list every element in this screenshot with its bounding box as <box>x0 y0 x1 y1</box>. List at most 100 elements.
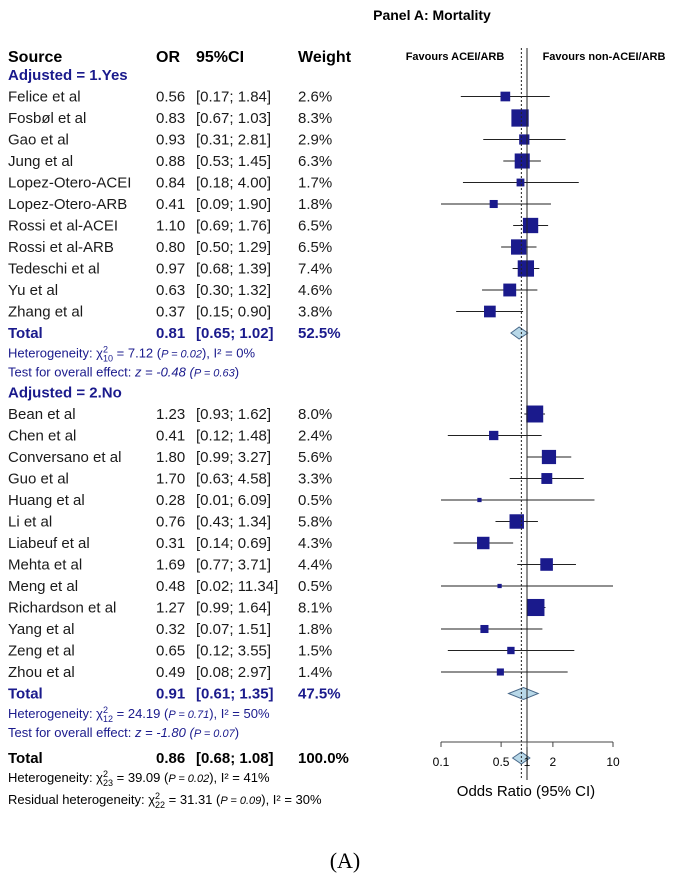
study-ci: [0.12; 3.55] <box>196 643 271 660</box>
study-name: Conversano et al <box>8 449 121 466</box>
x-tick-label: 1 <box>524 755 531 769</box>
study-weight: 0.5% <box>298 492 332 509</box>
study-weight: 3.3% <box>298 471 332 488</box>
study-ci: [0.15; 0.90] <box>196 304 271 321</box>
header-source: Source <box>8 49 62 66</box>
study-or: 0.56 <box>156 89 185 106</box>
study-weight: 5.8% <box>298 514 332 531</box>
study-name: Guo et al <box>8 471 69 488</box>
study-name: Li et al <box>8 514 52 531</box>
study-or: 1.27 <box>156 600 185 617</box>
study-ci: [0.30; 1.32] <box>196 282 271 299</box>
study-weight: 2.6% <box>298 89 332 106</box>
panel-title: Panel A: Mortality <box>373 7 491 23</box>
subgroup-total-ci: [0.65; 1.02] <box>196 325 274 342</box>
overall-total-weight: 100.0% <box>298 750 349 767</box>
study-weight: 1.5% <box>298 643 332 660</box>
study-or: 1.80 <box>156 449 185 466</box>
study-square <box>477 497 482 503</box>
study-or: 0.93 <box>156 132 185 149</box>
subgroup-total-or: 0.81 <box>156 325 185 342</box>
study-name: Tedeschi et al <box>8 261 100 278</box>
subgroup-total-name: Total <box>8 686 43 703</box>
study-ci: [0.69; 1.76] <box>196 218 271 235</box>
study-or: 0.28 <box>156 492 185 509</box>
overall-total-or: 0.86 <box>156 750 185 767</box>
subgroup-total-name: Total <box>8 325 43 342</box>
study-square <box>540 558 553 571</box>
study-or: 0.88 <box>156 153 185 170</box>
study-or: 0.80 <box>156 239 185 256</box>
study-name: Fosbøl et al <box>8 110 86 127</box>
study-square <box>522 217 539 234</box>
study-ci: [0.77; 3.71] <box>196 557 271 574</box>
study-name: Yu et al <box>8 282 58 299</box>
study-ci: [0.17; 1.84] <box>196 89 271 106</box>
study-weight: 8.3% <box>298 110 332 127</box>
study-ci: [0.67; 1.03] <box>196 110 271 127</box>
favours-right-label: Favours non-ACEI/ARB <box>543 51 666 63</box>
study-ci: [0.01; 6.09] <box>196 492 271 509</box>
x-tick-label: 10 <box>606 755 620 769</box>
study-weight: 7.4% <box>298 261 332 278</box>
header-ci: 95%CI <box>196 49 244 66</box>
study-weight: 1.8% <box>298 621 332 638</box>
study-ci: [0.63; 4.58] <box>196 471 271 488</box>
study-or: 1.23 <box>156 406 185 423</box>
study-or: 0.41 <box>156 196 185 213</box>
subgroup-total-or: 0.91 <box>156 686 185 703</box>
study-ci: [0.68; 1.39] <box>196 261 271 278</box>
subgroup-total-weight: 52.5% <box>298 325 341 342</box>
group-label: Adjusted = 1.Yes <box>8 67 128 84</box>
study-or: 0.83 <box>156 110 185 127</box>
subgroup-heterogeneity: Heterogeneity: χ2 10 = 7.12 (P = 0.02), I… <box>8 345 256 364</box>
study-name: Jung et al <box>8 153 73 170</box>
study-or: 1.10 <box>156 218 185 235</box>
study-square <box>496 668 504 676</box>
header-or: OR <box>156 49 180 66</box>
study-or: 0.48 <box>156 578 185 595</box>
study-weight: 3.8% <box>298 304 332 321</box>
subgroup-overall-effect: Test for overall effect: z = -1.80 (P = … <box>8 725 239 740</box>
study-name: Mehta et al <box>8 557 82 574</box>
study-weight: 4.4% <box>298 557 332 574</box>
study-square <box>497 583 502 589</box>
study-square <box>477 536 490 550</box>
study-square <box>500 91 511 102</box>
study-ci: [0.12; 1.48] <box>196 428 271 445</box>
study-square <box>516 178 525 187</box>
study-square <box>484 305 496 318</box>
study-ci: [0.18; 4.00] <box>196 175 271 192</box>
subgroup-heterogeneity: Heterogeneity: χ2 12 = 24.19 (P = 0.71), … <box>8 705 270 724</box>
study-or: 0.65 <box>156 643 185 660</box>
study-weight: 1.7% <box>298 175 332 192</box>
study-weight: 6.3% <box>298 153 332 170</box>
x-tick-label: 0.1 <box>433 755 450 769</box>
x-tick-label: 0.5 <box>493 755 510 769</box>
study-square <box>511 239 527 255</box>
study-or: 1.69 <box>156 557 185 574</box>
study-weight: 5.6% <box>298 449 332 466</box>
study-or: 0.84 <box>156 175 185 192</box>
study-ci: [0.14; 0.69] <box>196 535 271 552</box>
study-name: Lopez-Otero-ARB <box>8 196 127 213</box>
figure-caption: (A) <box>330 848 361 873</box>
study-ci: [0.93; 1.62] <box>196 406 271 423</box>
study-square <box>509 514 524 529</box>
study-ci: [0.99; 3.27] <box>196 449 271 466</box>
study-weight: 6.5% <box>298 239 332 256</box>
study-square <box>519 134 530 145</box>
study-or: 0.37 <box>156 304 185 321</box>
study-name: Bean et al <box>8 406 76 423</box>
study-square <box>511 109 529 127</box>
study-square <box>541 449 557 465</box>
study-name: Richardson et al <box>8 600 116 617</box>
study-square <box>507 646 515 655</box>
study-square <box>526 405 544 423</box>
study-name: Lopez-Otero-ACEI <box>8 175 131 192</box>
subgroup-overall-effect: Test for overall effect: z = -0.48 (P = … <box>8 365 239 380</box>
study-weight: 8.0% <box>298 406 332 423</box>
subgroup-total-weight: 47.5% <box>298 686 341 703</box>
study-name: Zeng et al <box>8 643 75 660</box>
study-name: Liabeuf et al <box>8 535 90 552</box>
